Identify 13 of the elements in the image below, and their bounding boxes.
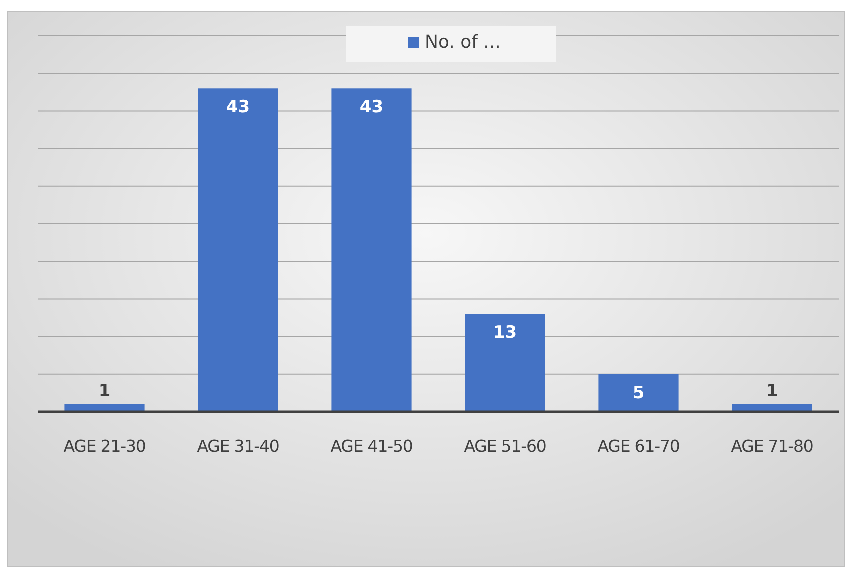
data-label: 43 — [226, 98, 250, 118]
data-label: 1 — [766, 381, 778, 402]
x-tick-label: AGE 21-30 — [64, 437, 146, 456]
legend-label: No. of ... — [425, 32, 501, 53]
x-tick-label: AGE 31-40 — [197, 437, 280, 456]
data-label: 1 — [98, 381, 111, 402]
x-tick-label: AGE 61-70 — [598, 437, 680, 456]
x-tick-label: AGE 51-60 — [464, 437, 546, 456]
data-label: 43 — [360, 98, 384, 118]
x-tick-label: AGE 71-80 — [731, 437, 814, 456]
data-label: 13 — [493, 323, 518, 344]
data-label: 5 — [632, 383, 645, 404]
x-tick-label: AGE 41-50 — [330, 437, 413, 456]
